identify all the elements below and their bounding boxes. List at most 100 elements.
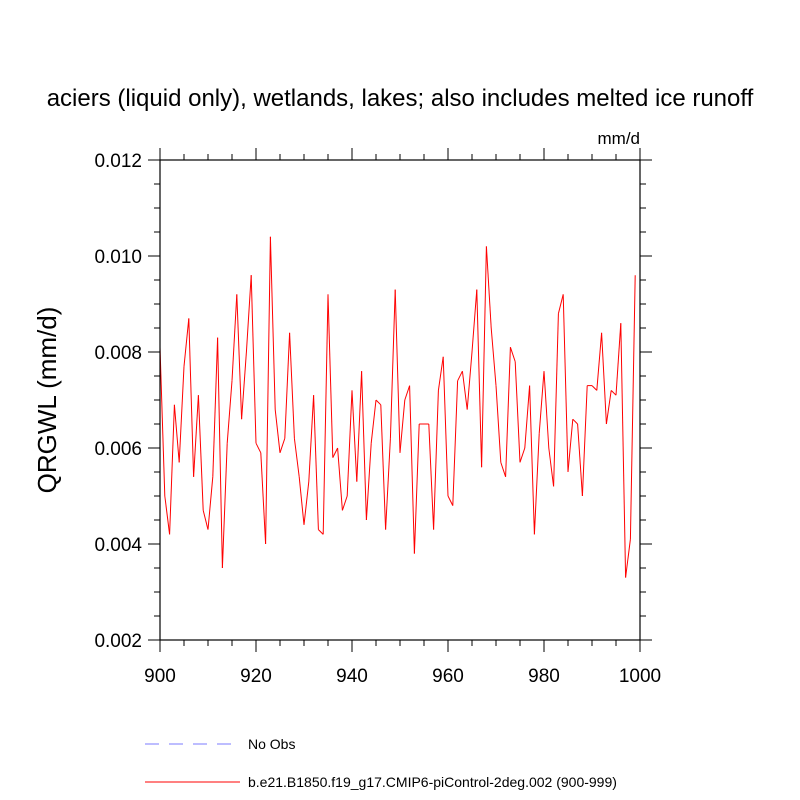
series-segment bbox=[596, 332, 603, 391]
series-segment bbox=[341, 495, 348, 511]
series-segment bbox=[572, 418, 578, 425]
series-segment bbox=[557, 294, 564, 314]
series-segment bbox=[433, 390, 439, 530]
series-segment bbox=[318, 529, 324, 535]
series-segment bbox=[303, 481, 310, 525]
series-segment bbox=[169, 404, 175, 535]
series-segment bbox=[351, 390, 358, 482]
series-segment bbox=[164, 495, 171, 535]
series-segment bbox=[178, 366, 185, 463]
series-segment bbox=[346, 390, 353, 497]
series-segment bbox=[447, 495, 454, 506]
y-tick-label: 0.002 bbox=[94, 631, 142, 652]
series-segment bbox=[481, 246, 487, 468]
axis-ticks bbox=[148, 148, 652, 652]
series-segment bbox=[601, 332, 607, 425]
y-tick-label: 0.004 bbox=[94, 535, 142, 556]
series-layer bbox=[159, 236, 636, 578]
series-segment bbox=[231, 294, 238, 381]
series-segment bbox=[202, 510, 209, 530]
series-segment bbox=[375, 399, 382, 406]
series-segment bbox=[197, 395, 204, 511]
series-segment bbox=[394, 289, 401, 453]
series-segment bbox=[509, 347, 516, 362]
y-axis-label: QRGWL (mm/d) bbox=[32, 307, 62, 494]
series-segment bbox=[457, 370, 463, 382]
x-tick-label: 900 bbox=[144, 666, 176, 687]
legend: No Obs b.e21.B1850.f19_g17.CMIP6-piContr… bbox=[145, 736, 617, 790]
series-segment bbox=[260, 452, 267, 545]
series-segment bbox=[548, 447, 555, 487]
series-segment bbox=[505, 347, 511, 477]
plot-frame bbox=[159, 159, 641, 641]
series-segment bbox=[250, 275, 257, 444]
series-segment bbox=[356, 371, 363, 482]
tick-labels: 0.002 0.004 0.006 0.008 0.010 0.012 900 920 940 9… bbox=[94, 151, 661, 687]
series-segment bbox=[284, 332, 291, 439]
series-line bbox=[159, 236, 636, 578]
series-segment bbox=[562, 294, 569, 473]
series-segment bbox=[337, 447, 343, 511]
series-segment bbox=[245, 275, 252, 353]
series-segment bbox=[605, 390, 612, 425]
series-segment bbox=[212, 337, 219, 477]
units-label: mm/d bbox=[598, 129, 641, 148]
series-segment bbox=[524, 385, 531, 449]
series-segment bbox=[322, 294, 329, 535]
series-segment bbox=[485, 246, 492, 329]
series-segment bbox=[279, 438, 286, 453]
series-segment bbox=[193, 395, 199, 477]
series-segment bbox=[476, 289, 483, 468]
series-segment bbox=[591, 385, 598, 391]
series-segment bbox=[293, 438, 300, 477]
series-segment bbox=[361, 371, 367, 521]
series-segment bbox=[265, 236, 271, 545]
legend-label-no-obs: No Obs bbox=[248, 736, 295, 752]
series-segment bbox=[183, 318, 190, 367]
series-segment bbox=[466, 351, 473, 410]
series-segment bbox=[241, 351, 247, 420]
series-segment bbox=[615, 323, 622, 396]
x-tick-label: 940 bbox=[336, 666, 368, 687]
series-segment bbox=[514, 361, 521, 463]
series-segment bbox=[428, 423, 435, 530]
series-segment bbox=[581, 385, 588, 497]
y-tick-label: 0.006 bbox=[94, 439, 142, 460]
series-segment bbox=[452, 380, 459, 506]
x-tick-label: 1000 bbox=[619, 666, 661, 687]
series-segment bbox=[567, 419, 574, 473]
series-segment bbox=[409, 385, 415, 554]
series-segment bbox=[610, 390, 617, 396]
series-segment bbox=[389, 289, 396, 439]
series-segment bbox=[538, 371, 545, 434]
series-segment bbox=[313, 395, 319, 530]
series-segment bbox=[553, 313, 559, 487]
series-segment bbox=[226, 380, 233, 444]
series-segment bbox=[399, 399, 406, 453]
series-segment bbox=[625, 539, 631, 578]
x-tick-label: 980 bbox=[528, 666, 560, 687]
series-segment bbox=[490, 327, 497, 386]
series-segment bbox=[221, 443, 228, 569]
y-tick-label: 0.010 bbox=[94, 247, 142, 268]
series-segment bbox=[207, 476, 214, 530]
legend-label-model: b.e21.B1850.f19_g17.CMIP6-piControl-2deg… bbox=[248, 774, 617, 790]
series-segment bbox=[533, 433, 540, 535]
series-segment bbox=[380, 404, 387, 530]
series-segment bbox=[461, 371, 468, 410]
series-segment bbox=[500, 462, 507, 477]
series-segment bbox=[620, 323, 627, 578]
series-segment bbox=[365, 443, 372, 521]
chart-title: aciers (liquid only), wetlands, lakes; a… bbox=[47, 85, 754, 112]
series-segment bbox=[437, 356, 444, 391]
series-segment bbox=[442, 356, 449, 497]
series-segment bbox=[274, 409, 281, 453]
series-segment bbox=[173, 404, 180, 463]
series-segment bbox=[159, 347, 166, 497]
series-segment bbox=[543, 371, 550, 449]
series-segment bbox=[404, 385, 411, 401]
series-segment bbox=[298, 476, 305, 525]
series-segment bbox=[529, 385, 535, 535]
series-segment bbox=[255, 442, 262, 454]
y-tick-label: 0.008 bbox=[94, 343, 142, 364]
